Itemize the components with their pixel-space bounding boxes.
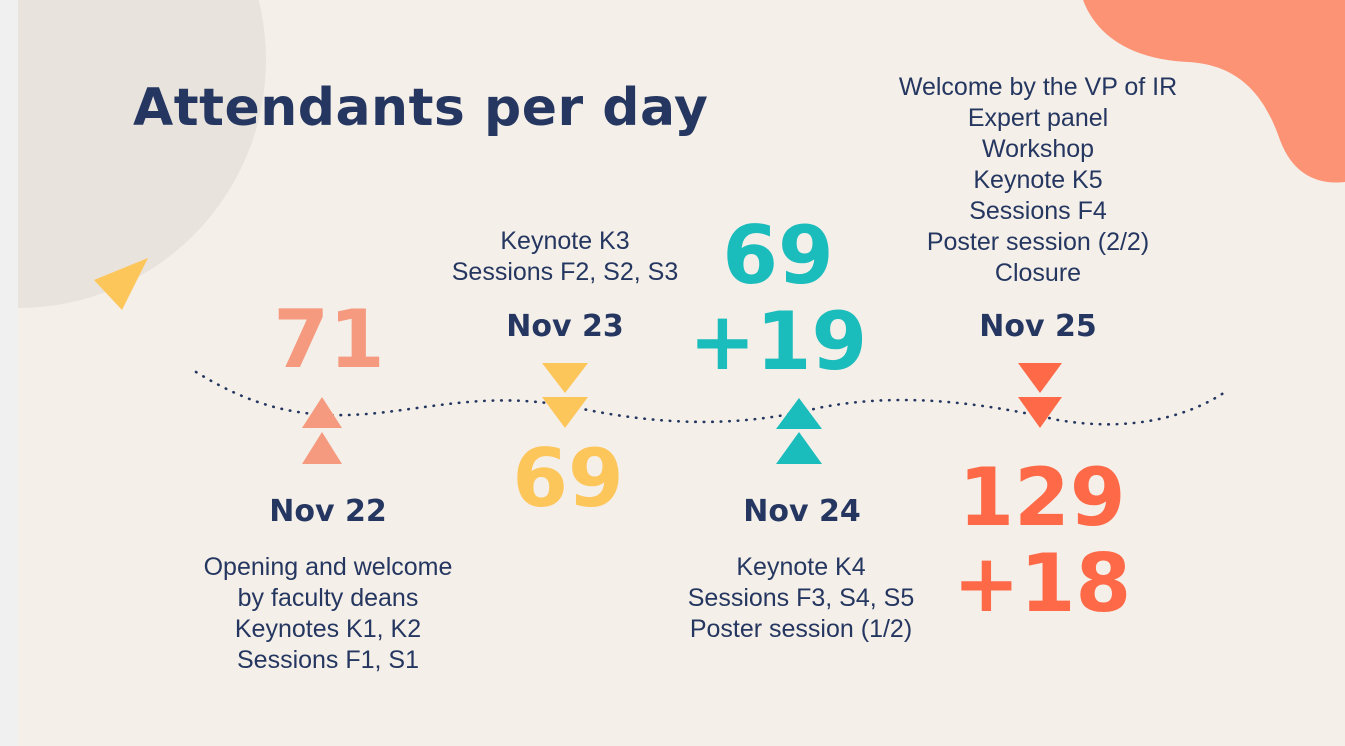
description-line: Sessions F1, S1 [236, 646, 420, 674]
slide: Attendants per day 71 Nov 22 Opening and… [18, 0, 1345, 746]
description-line: by faculty deans [237, 584, 419, 612]
count-line: +19 [688, 295, 868, 388]
description-line: Keynote K5 [973, 166, 1103, 194]
attendance-count: 69 +19 [628, 213, 928, 385]
description-line: Opening and welcome [203, 553, 453, 581]
day-description: Opening and welcome by faculty deans Key… [148, 552, 508, 676]
arrow-down-icon [542, 363, 588, 428]
day-date: Nov 25 [979, 309, 1097, 344]
arrow-down-icon [1018, 363, 1062, 428]
day-date: Nov 24 [743, 494, 861, 529]
count-line: 129 [958, 451, 1126, 544]
description-line: Keynote K4 [736, 553, 866, 581]
description-line: Keynote K3 [500, 227, 630, 255]
day-description: Keynote K4 Sessions F3, S4, S5 Poster se… [621, 552, 981, 645]
day-date: Nov 23 [506, 309, 624, 344]
attendance-count: 71 [179, 297, 479, 383]
arrow-up-icon [776, 398, 822, 464]
decorative-shapes [18, 0, 1345, 464]
description-line: Sessions F2, S2, S3 [451, 258, 679, 286]
count-line: 69 [722, 209, 834, 302]
description-line: Expert panel [967, 104, 1109, 132]
attendance-count: 69 [418, 436, 718, 522]
attendance-count: 129 +18 [892, 455, 1192, 627]
description-line: Workshop [981, 135, 1095, 163]
description-line: Poster session (1/2) [689, 615, 913, 643]
description-line: Sessions F3, S4, S5 [687, 584, 915, 612]
arrow-up-icon [302, 397, 342, 464]
day-description: Welcome by the VP of IR Expert panel Wor… [858, 72, 1218, 289]
description-line: Welcome by the VP of IR [898, 73, 1178, 101]
count-line: 71 [273, 293, 385, 386]
corner-blob [1083, 0, 1345, 183]
dotted-timeline-path [194, 370, 1230, 426]
count-line: +18 [952, 537, 1132, 630]
description-line: Closure [994, 259, 1082, 287]
background-circle [18, 0, 266, 308]
description-line: Keynotes K1, K2 [234, 615, 422, 643]
day-date: Nov 22 [269, 494, 387, 529]
yellow-triangle-decoration [94, 258, 148, 310]
description-line: Sessions F4 [969, 197, 1107, 225]
day-description: Keynote K3 Sessions F2, S2, S3 [385, 226, 745, 288]
count-line: 69 [512, 432, 624, 525]
page-title: Attendants per day [133, 78, 709, 138]
description-line: Poster session (2/2) [926, 228, 1150, 256]
